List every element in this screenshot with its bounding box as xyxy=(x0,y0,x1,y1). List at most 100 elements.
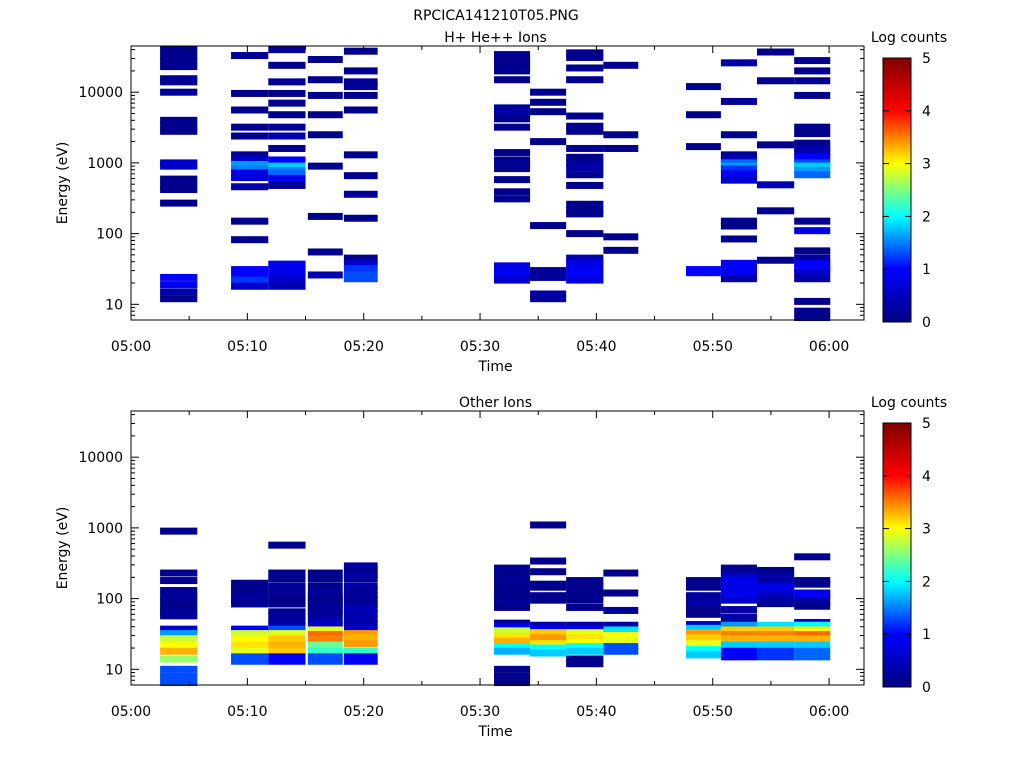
heatmap-cell xyxy=(720,176,757,184)
y-tick-label: 10 xyxy=(105,662,123,678)
heatmap-cell xyxy=(756,578,795,586)
heatmap-cell xyxy=(794,149,831,157)
heatmap-cell xyxy=(343,653,378,661)
heatmap-cell xyxy=(494,587,531,595)
heatmap-cell xyxy=(268,641,306,649)
heatmap-cell xyxy=(160,122,198,130)
heatmap-cell xyxy=(530,521,567,529)
heatmap-cell xyxy=(603,569,639,577)
heatmap-cell xyxy=(343,596,378,604)
colorbar-tick-label: 1 xyxy=(922,262,931,278)
heatmap-cell xyxy=(343,615,378,623)
heatmap-cell xyxy=(268,111,306,119)
heatmap-cell xyxy=(343,657,378,665)
heatmap-cell xyxy=(494,580,531,588)
heatmap-cell xyxy=(756,600,795,608)
heatmap-cell xyxy=(343,566,378,574)
heatmap-cell xyxy=(231,653,269,661)
heatmap-cell xyxy=(603,636,639,644)
heatmap-cell xyxy=(566,49,604,57)
colorbar-tick-label: 5 xyxy=(922,51,931,67)
heatmap-cell xyxy=(160,162,198,170)
heatmap-cell xyxy=(720,580,757,588)
heatmap-cell xyxy=(566,634,604,642)
heatmap-cell xyxy=(756,595,795,603)
heatmap-cell xyxy=(794,254,831,262)
heatmap-cell xyxy=(268,611,306,619)
heatmap-cell xyxy=(685,646,721,654)
x-tick-label: 05:20 xyxy=(344,339,384,355)
heatmap-cell xyxy=(494,115,531,123)
heatmap-cell xyxy=(685,651,721,659)
heatmap-cell xyxy=(685,605,721,613)
heatmap-cell xyxy=(268,61,306,69)
heatmap-cell xyxy=(794,592,831,600)
x-tick-label: 05:50 xyxy=(693,704,733,720)
heatmap-cell xyxy=(720,635,757,643)
heatmap-cells xyxy=(160,521,831,687)
heatmap-cell xyxy=(160,57,198,65)
heatmap-cell xyxy=(530,222,567,230)
heatmap-cell xyxy=(566,259,604,267)
heatmap-cell xyxy=(685,599,721,607)
heatmap-cell xyxy=(268,625,306,633)
heatmap-cell xyxy=(794,227,831,235)
heatmap-cell xyxy=(530,621,567,629)
heatmap-cell xyxy=(494,592,531,600)
heatmap-cell xyxy=(685,143,721,151)
heatmap-cell xyxy=(794,67,831,75)
colorbar-label: Log counts xyxy=(871,395,947,411)
heatmap-cell xyxy=(794,635,831,643)
heatmap-cell xyxy=(720,217,757,225)
heatmap-cell xyxy=(756,653,795,661)
heatmap-cell xyxy=(307,589,343,597)
heatmap-cell xyxy=(268,89,306,97)
heatmap-cell xyxy=(566,647,604,655)
heatmap-cell xyxy=(307,575,343,583)
heatmap-cell xyxy=(794,631,831,639)
heatmap-cell xyxy=(794,171,831,179)
heatmap-cell xyxy=(268,78,306,86)
heatmap-cell xyxy=(160,655,198,663)
heatmap-cell xyxy=(494,63,531,71)
heatmap-cell xyxy=(343,271,378,279)
heatmap-cell xyxy=(720,641,757,649)
heatmap-cell xyxy=(343,600,378,608)
heatmap-cell xyxy=(494,603,531,611)
heatmap-cell xyxy=(494,51,531,59)
heatmap-cell xyxy=(794,265,831,273)
heatmap-cell xyxy=(530,557,567,565)
heatmap-cell xyxy=(160,288,198,296)
heatmap-cell xyxy=(231,625,269,633)
heatmap-cell xyxy=(343,640,378,648)
heatmap-cell xyxy=(231,165,269,173)
heatmap-cell xyxy=(231,183,269,191)
heatmap-cell xyxy=(343,106,378,114)
heatmap-cell xyxy=(343,609,378,617)
heatmap-cell xyxy=(720,653,757,661)
heatmap-cell xyxy=(530,290,567,298)
heatmap-cell xyxy=(268,175,306,183)
heatmap-cell xyxy=(494,195,531,203)
colorbar xyxy=(882,57,912,323)
heatmap-cell xyxy=(494,108,531,116)
heatmap-cell xyxy=(231,156,269,164)
heatmap-cell xyxy=(268,647,306,655)
heatmap-cell xyxy=(566,181,604,189)
heatmap-cell xyxy=(685,583,721,591)
heatmap-cell xyxy=(268,181,306,189)
colorbar-tick-label: 3 xyxy=(922,522,931,538)
heatmap-cell xyxy=(160,281,198,289)
heatmap-cell xyxy=(307,621,343,629)
heatmap-cell xyxy=(268,596,306,604)
heatmap-cell xyxy=(307,212,343,220)
heatmap-cell xyxy=(756,256,795,264)
heatmap-cell xyxy=(268,635,306,643)
heatmap-cell xyxy=(794,602,831,610)
heatmap-cell xyxy=(268,123,306,131)
colorbar xyxy=(882,422,912,688)
heatmap-cell xyxy=(160,181,198,189)
x-tick-label: 05:00 xyxy=(111,704,151,720)
heatmap-cell xyxy=(343,630,378,638)
heatmap-cell xyxy=(566,625,604,633)
